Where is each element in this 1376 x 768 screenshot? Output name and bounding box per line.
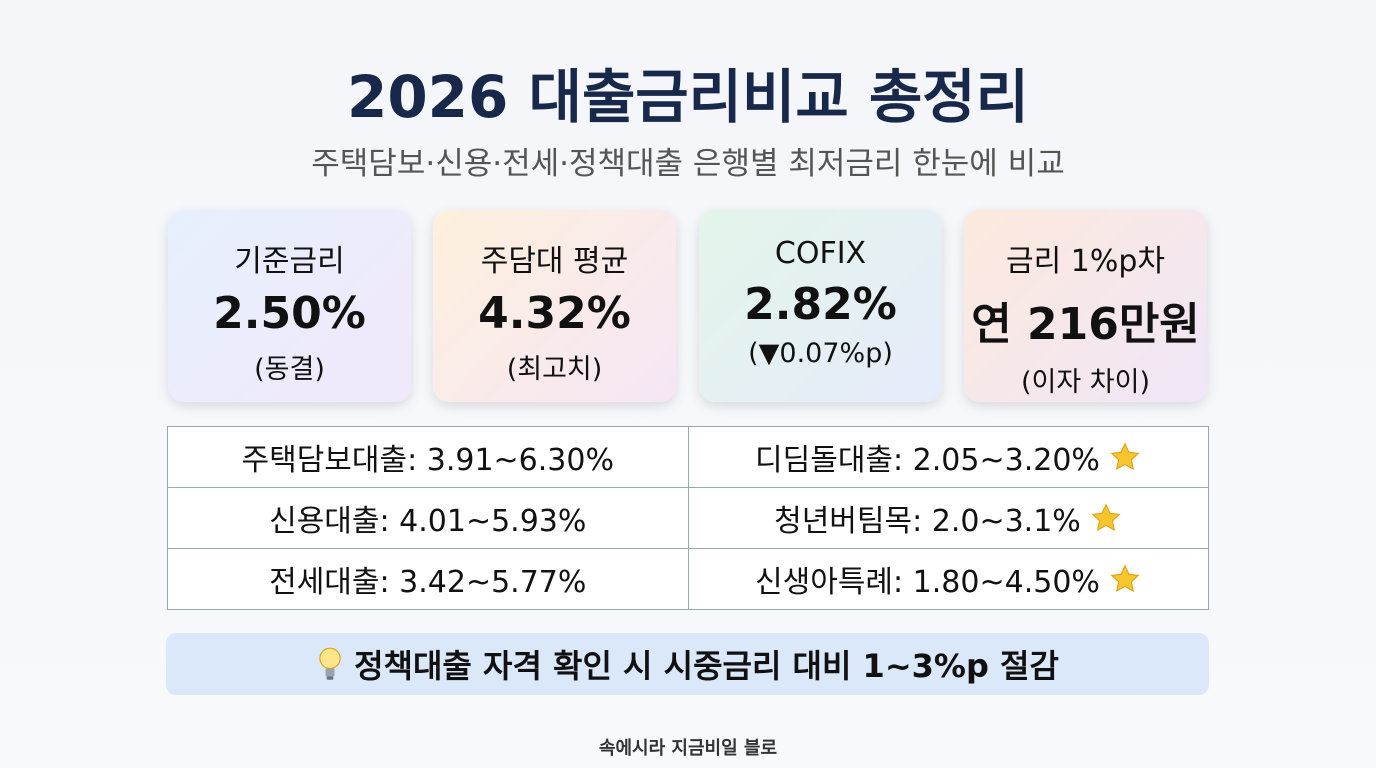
card: 주담대 평균 4.32% (최고치) <box>433 210 676 402</box>
cell: 디딤돌대출: 2.05~3.20% <box>687 426 1209 488</box>
cell: 청년버팀목: 2.0~3.1% <box>687 487 1209 549</box>
card-note: (동결) <box>254 354 325 385</box>
cell-text: 주택담보대출: 3.91~6.30% <box>241 443 614 478</box>
rate-table: 주택담보대출: 3.91~6.30% 디딤돌대출: 2.05~3.20% 신용대… <box>167 426 1209 610</box>
tip-banner: 정책대출 자격 확인 시 시중금리 대비 1~3%p 절감 <box>166 633 1209 695</box>
star-icon <box>1091 503 1121 532</box>
cell-text: 신생아특례: 1.80~4.50% <box>755 565 1100 600</box>
card-label: 기준금리 <box>234 244 345 279</box>
title: 2026 대출금리비교 총정리 <box>346 63 1030 131</box>
card-value: 4.32% <box>478 288 631 339</box>
card: COFIX 2.82% (▼0.07%p) <box>699 210 942 402</box>
cell: 전세대출: 3.42~5.77% <box>167 548 689 610</box>
card-note: (▼0.07%p) <box>748 338 893 369</box>
card-value: 2.50% <box>213 288 366 339</box>
star-icon <box>1110 564 1141 593</box>
row: 주택담보대출: 3.91~6.30% 디딤돌대출: 2.05~3.20% <box>167 426 1209 488</box>
card-label: 주담대 평균 <box>480 244 629 279</box>
row: 신용대출: 4.01~5.93% 청년버팀목: 2.0~3.1% <box>167 487 1209 549</box>
card-value: 2.82% <box>744 279 897 330</box>
card: 금리 1%p차 연 216만원 (이자 차이) <box>964 210 1207 402</box>
star-icon <box>1110 442 1141 471</box>
footer: 속에시라 지금비일 블로 <box>598 738 778 759</box>
card-label: COFIX <box>774 236 867 271</box>
card: 기준금리 2.50% (동결) <box>168 210 411 402</box>
cell: 신용대출: 4.01~5.93% <box>167 487 689 549</box>
row: 전세대출: 3.42~5.77% 신생아특례: 1.80~4.50% <box>167 548 1209 610</box>
cell-text: 전세대출: 3.42~5.77% <box>269 565 587 600</box>
card-note: (최고치) <box>506 354 603 385</box>
bulb-icon <box>319 647 341 680</box>
cell-text: 신용대출: 4.01~5.93% <box>269 504 587 539</box>
cell-text: 청년버팀목: 2.0~3.1% <box>774 504 1081 539</box>
subtitle: 주택담보·신용·전세·정책대출 은행별 최저금리 한눈에 비교 <box>311 146 1065 182</box>
cell-text: 디딤돌대출: 2.05~3.20% <box>755 443 1100 478</box>
tip-text: 정책대출 자격 확인 시 시중금리 대비 1~3%p 절감 <box>354 647 1059 685</box>
card-label: 금리 1%p차 <box>1006 244 1165 279</box>
cell: 신생아특례: 1.80~4.50% <box>687 548 1209 610</box>
cell: 주택담보대출: 3.91~6.30% <box>167 426 689 488</box>
card-value: 연 216만원 <box>971 299 1200 350</box>
card-note: (이자 차이) <box>1020 367 1150 398</box>
